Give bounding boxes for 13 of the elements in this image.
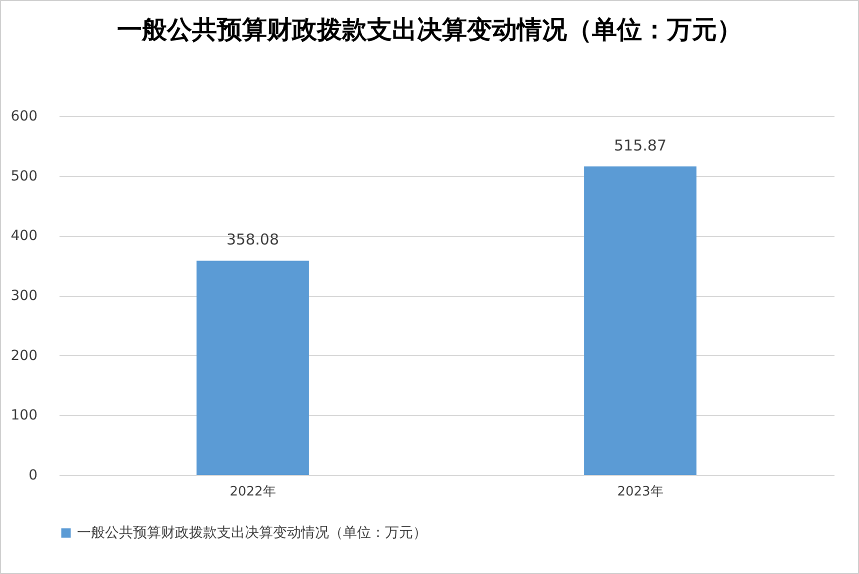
y-tick-label: 200 bbox=[10, 348, 38, 364]
x-tick-label: 2022年 bbox=[230, 484, 276, 500]
x-tick-label: 2023年 bbox=[617, 484, 664, 500]
legend-label: 一般公共预算财政拨款支出决算变动情况（单位：万元） bbox=[77, 525, 427, 541]
data-label: 358.08 bbox=[226, 230, 279, 249]
y-tick-label: 100 bbox=[10, 408, 38, 424]
y-tick-label: 500 bbox=[10, 168, 38, 184]
y-tick-label: 0 bbox=[28, 468, 38, 484]
chart-title: 一般公共预算财政拨款支出决算变动情况（单位：万元） bbox=[116, 15, 743, 46]
y-tick-label: 400 bbox=[10, 228, 38, 244]
y-tick-label: 300 bbox=[10, 288, 38, 304]
data-label: 515.87 bbox=[614, 136, 666, 154]
y-tick-label: 600 bbox=[10, 108, 38, 124]
